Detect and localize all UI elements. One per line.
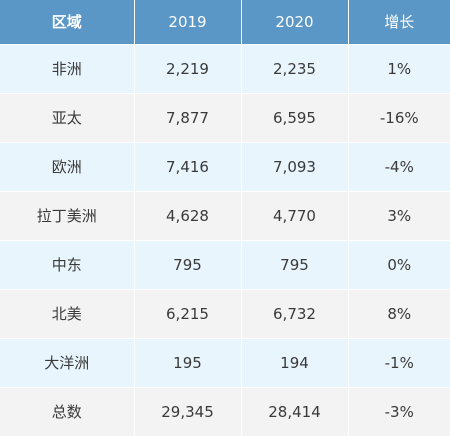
table-row: 欧洲 7,416 7,093 -4% — [0, 141, 450, 191]
value-2019-cell: 7,877 — [134, 92, 242, 142]
table-row: 非洲 2,219 2,235 1% — [0, 43, 450, 93]
growth-cell: 8% — [348, 288, 450, 338]
value-2020-cell: 28,414 — [241, 386, 349, 436]
region-cell: 亚太 — [0, 92, 135, 142]
growth-cell: 0% — [348, 239, 450, 289]
value-2019-cell: 6,215 — [134, 288, 242, 338]
header-2020: 2020 — [241, 0, 349, 44]
value-2019-cell: 795 — [134, 239, 242, 289]
value-2020-cell: 7,093 — [241, 141, 349, 191]
header-row: 区域 2019 2020 增长 — [0, 0, 450, 44]
value-2019-cell: 7,416 — [134, 141, 242, 191]
region-cell: 北美 — [0, 288, 135, 338]
growth-cell: 1% — [348, 43, 450, 93]
region-cell: 非洲 — [0, 43, 135, 93]
growth-cell: -1% — [348, 337, 450, 387]
region-cell: 欧洲 — [0, 141, 135, 191]
table-row: 北美 6,215 6,732 8% — [0, 288, 450, 338]
growth-cell: -4% — [348, 141, 450, 191]
table-row: 中东 795 795 0% — [0, 239, 450, 289]
value-2020-cell: 2,235 — [241, 43, 349, 93]
value-2020-cell: 6,732 — [241, 288, 349, 338]
region-cell: 中东 — [0, 239, 135, 289]
table-row: 拉丁美洲 4,628 4,770 3% — [0, 190, 450, 240]
region-cell: 总数 — [0, 386, 135, 436]
value-2019-cell: 2,219 — [134, 43, 242, 93]
value-2020-cell: 795 — [241, 239, 349, 289]
growth-cell: 3% — [348, 190, 450, 240]
value-2020-cell: 6,595 — [241, 92, 349, 142]
value-2019-cell: 195 — [134, 337, 242, 387]
growth-cell: -3% — [348, 386, 450, 436]
region-cell: 大洋洲 — [0, 337, 135, 387]
total-row: 总数 29,345 28,414 -3% — [0, 386, 450, 436]
region-cell: 拉丁美洲 — [0, 190, 135, 240]
value-2019-cell: 4,628 — [134, 190, 242, 240]
value-2020-cell: 194 — [241, 337, 349, 387]
value-2019-cell: 29,345 — [134, 386, 242, 436]
header-2019: 2019 — [134, 0, 242, 44]
growth-cell: -16% — [348, 92, 450, 142]
value-2020-cell: 4,770 — [241, 190, 349, 240]
table-header: 区域 2019 2020 增长 — [0, 0, 450, 44]
header-growth: 增长 — [348, 0, 450, 44]
table-row: 大洋洲 195 194 -1% — [0, 337, 450, 387]
table-body: 非洲 2,219 2,235 1% 亚太 7,877 6,595 -16% 欧洲… — [0, 43, 450, 436]
header-region: 区域 — [0, 0, 135, 44]
table-row: 亚太 7,877 6,595 -16% — [0, 92, 450, 142]
